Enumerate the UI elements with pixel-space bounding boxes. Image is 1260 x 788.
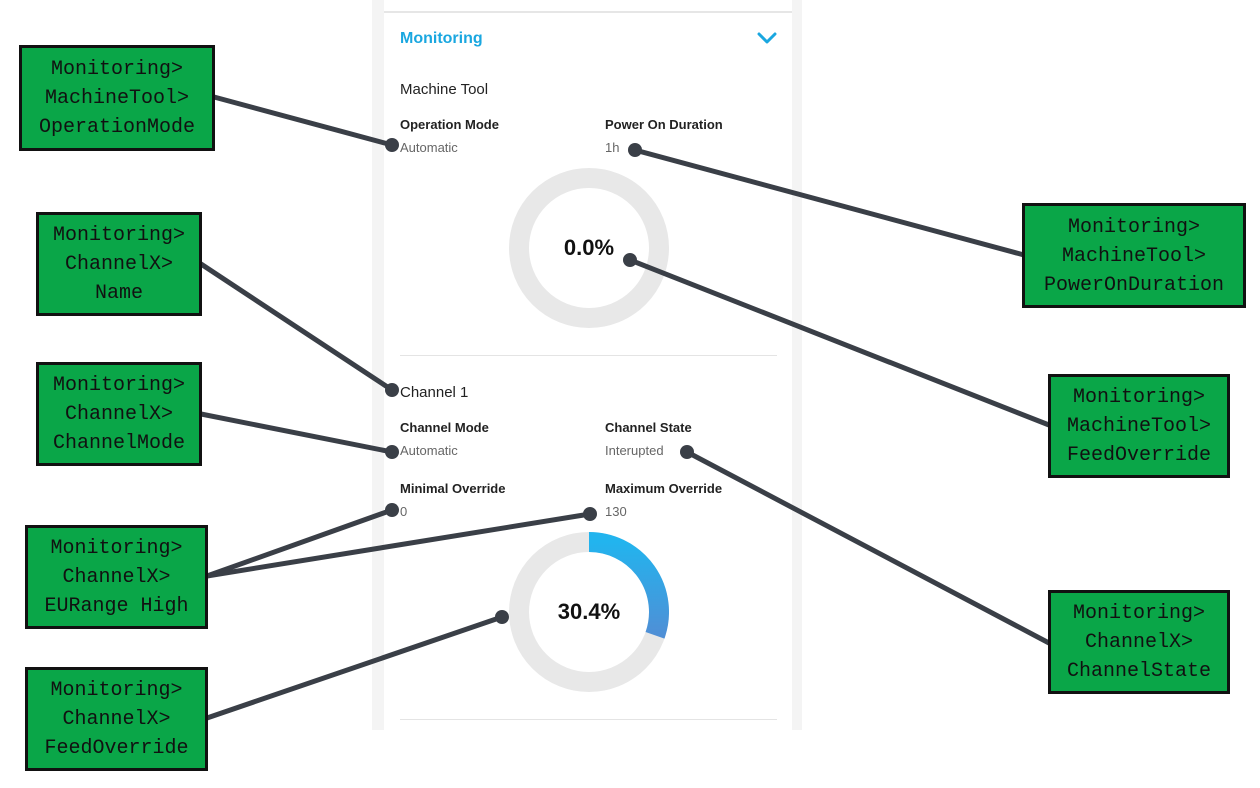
callout-line: PowerOnDuration [1043,274,1225,297]
section-divider [400,719,777,720]
connector-dot [623,253,637,267]
channel-name: Channel 1 [400,384,469,401]
section-title-monitoring[interactable]: Monitoring [400,30,483,47]
connector-dot [385,138,399,152]
callout-line: FeedOverride [1066,444,1212,467]
maximum-override-label: Maximum Override [605,481,723,496]
channel-mode-value: Automatic [400,443,458,458]
callout-line: FeedOverride [44,737,189,760]
callout-line: EURange High [44,595,189,618]
callout-operation-mode: Monitoring> MachineTool> OperationMode [19,45,215,151]
callout-line: MachineTool> [1061,245,1207,268]
connector-dot [385,383,399,397]
channel-mode-label: Channel Mode [400,420,489,435]
callout-line: ChannelState [1066,660,1212,683]
callout-channel-name: Monitoring> ChannelX> Name [36,212,202,316]
callout-line: Monitoring> [50,537,183,560]
chevron-down-icon[interactable] [756,30,778,46]
callout-line: Monitoring> [1067,216,1201,239]
channel-state-label: Channel State [605,420,692,435]
machine-tool-feed-override-gauge [509,168,669,328]
gauge-track [509,168,669,328]
panel-top-divider [384,11,792,13]
callout-line: Monitoring> [50,58,184,81]
connector-dot [583,507,597,521]
connector-dot [495,610,509,624]
callout-line: ChannelX> [62,708,171,731]
callout-line: ChannelX> [64,253,174,276]
connector-dot [385,445,399,459]
channel-feed-override-gauge [509,532,669,692]
callout-line: Name [94,282,143,305]
machine-tool-title: Machine Tool [400,81,489,98]
callout-power-on-duration: Monitoring> MachineTool> PowerOnDuration [1022,203,1246,308]
minimal-override-value: 0 [400,504,408,519]
callout-line: ChannelX> [62,566,171,589]
minimal-override-label: Minimal Override [400,481,506,496]
callout-line: Monitoring> [50,679,183,702]
callout-eurange-high: Monitoring> ChannelX> EURange High [25,525,208,629]
gauge-value-arc [588,532,669,639]
operation-mode-value: Automatic [400,140,458,155]
callout-line: MachineTool> [44,87,190,110]
monitoring-panel [384,0,792,730]
callout-channel-mode: Monitoring> ChannelX> ChannelMode [36,362,202,466]
callout-line: Monitoring> [1072,386,1206,409]
operation-mode-label: Operation Mode [400,117,499,132]
connector-dot [628,143,642,157]
callout-line: ChannelX> [1084,631,1194,654]
callout-channel-state: Monitoring> ChannelX> ChannelState [1048,590,1230,694]
section-divider [400,355,777,356]
channel-state-value: Interupted [605,443,664,458]
maximum-override-value: 130 [605,504,627,519]
callout-line: ChannelX> [64,403,174,426]
callout-line: Monitoring> [52,224,186,247]
connector-dot [385,503,399,517]
callout-channel-feed-override: Monitoring> ChannelX> FeedOverride [25,667,208,771]
callout-line: MachineTool> [1066,415,1212,438]
power-on-duration-value: 1h [605,140,620,155]
callout-line: OperationMode [38,116,196,139]
callout-line: ChannelMode [52,432,186,455]
machine-tool-feed-override-value: 0.0% [563,235,615,260]
callout-machine-tool-feed-override: Monitoring> MachineTool> FeedOverride [1048,374,1230,478]
channel-feed-override-value: 30.4% [557,599,621,624]
power-on-duration-label: Power On Duration [605,117,723,132]
callout-line: Monitoring> [1072,602,1206,625]
connector-dot [680,445,694,459]
callout-line: Monitoring> [52,374,186,397]
